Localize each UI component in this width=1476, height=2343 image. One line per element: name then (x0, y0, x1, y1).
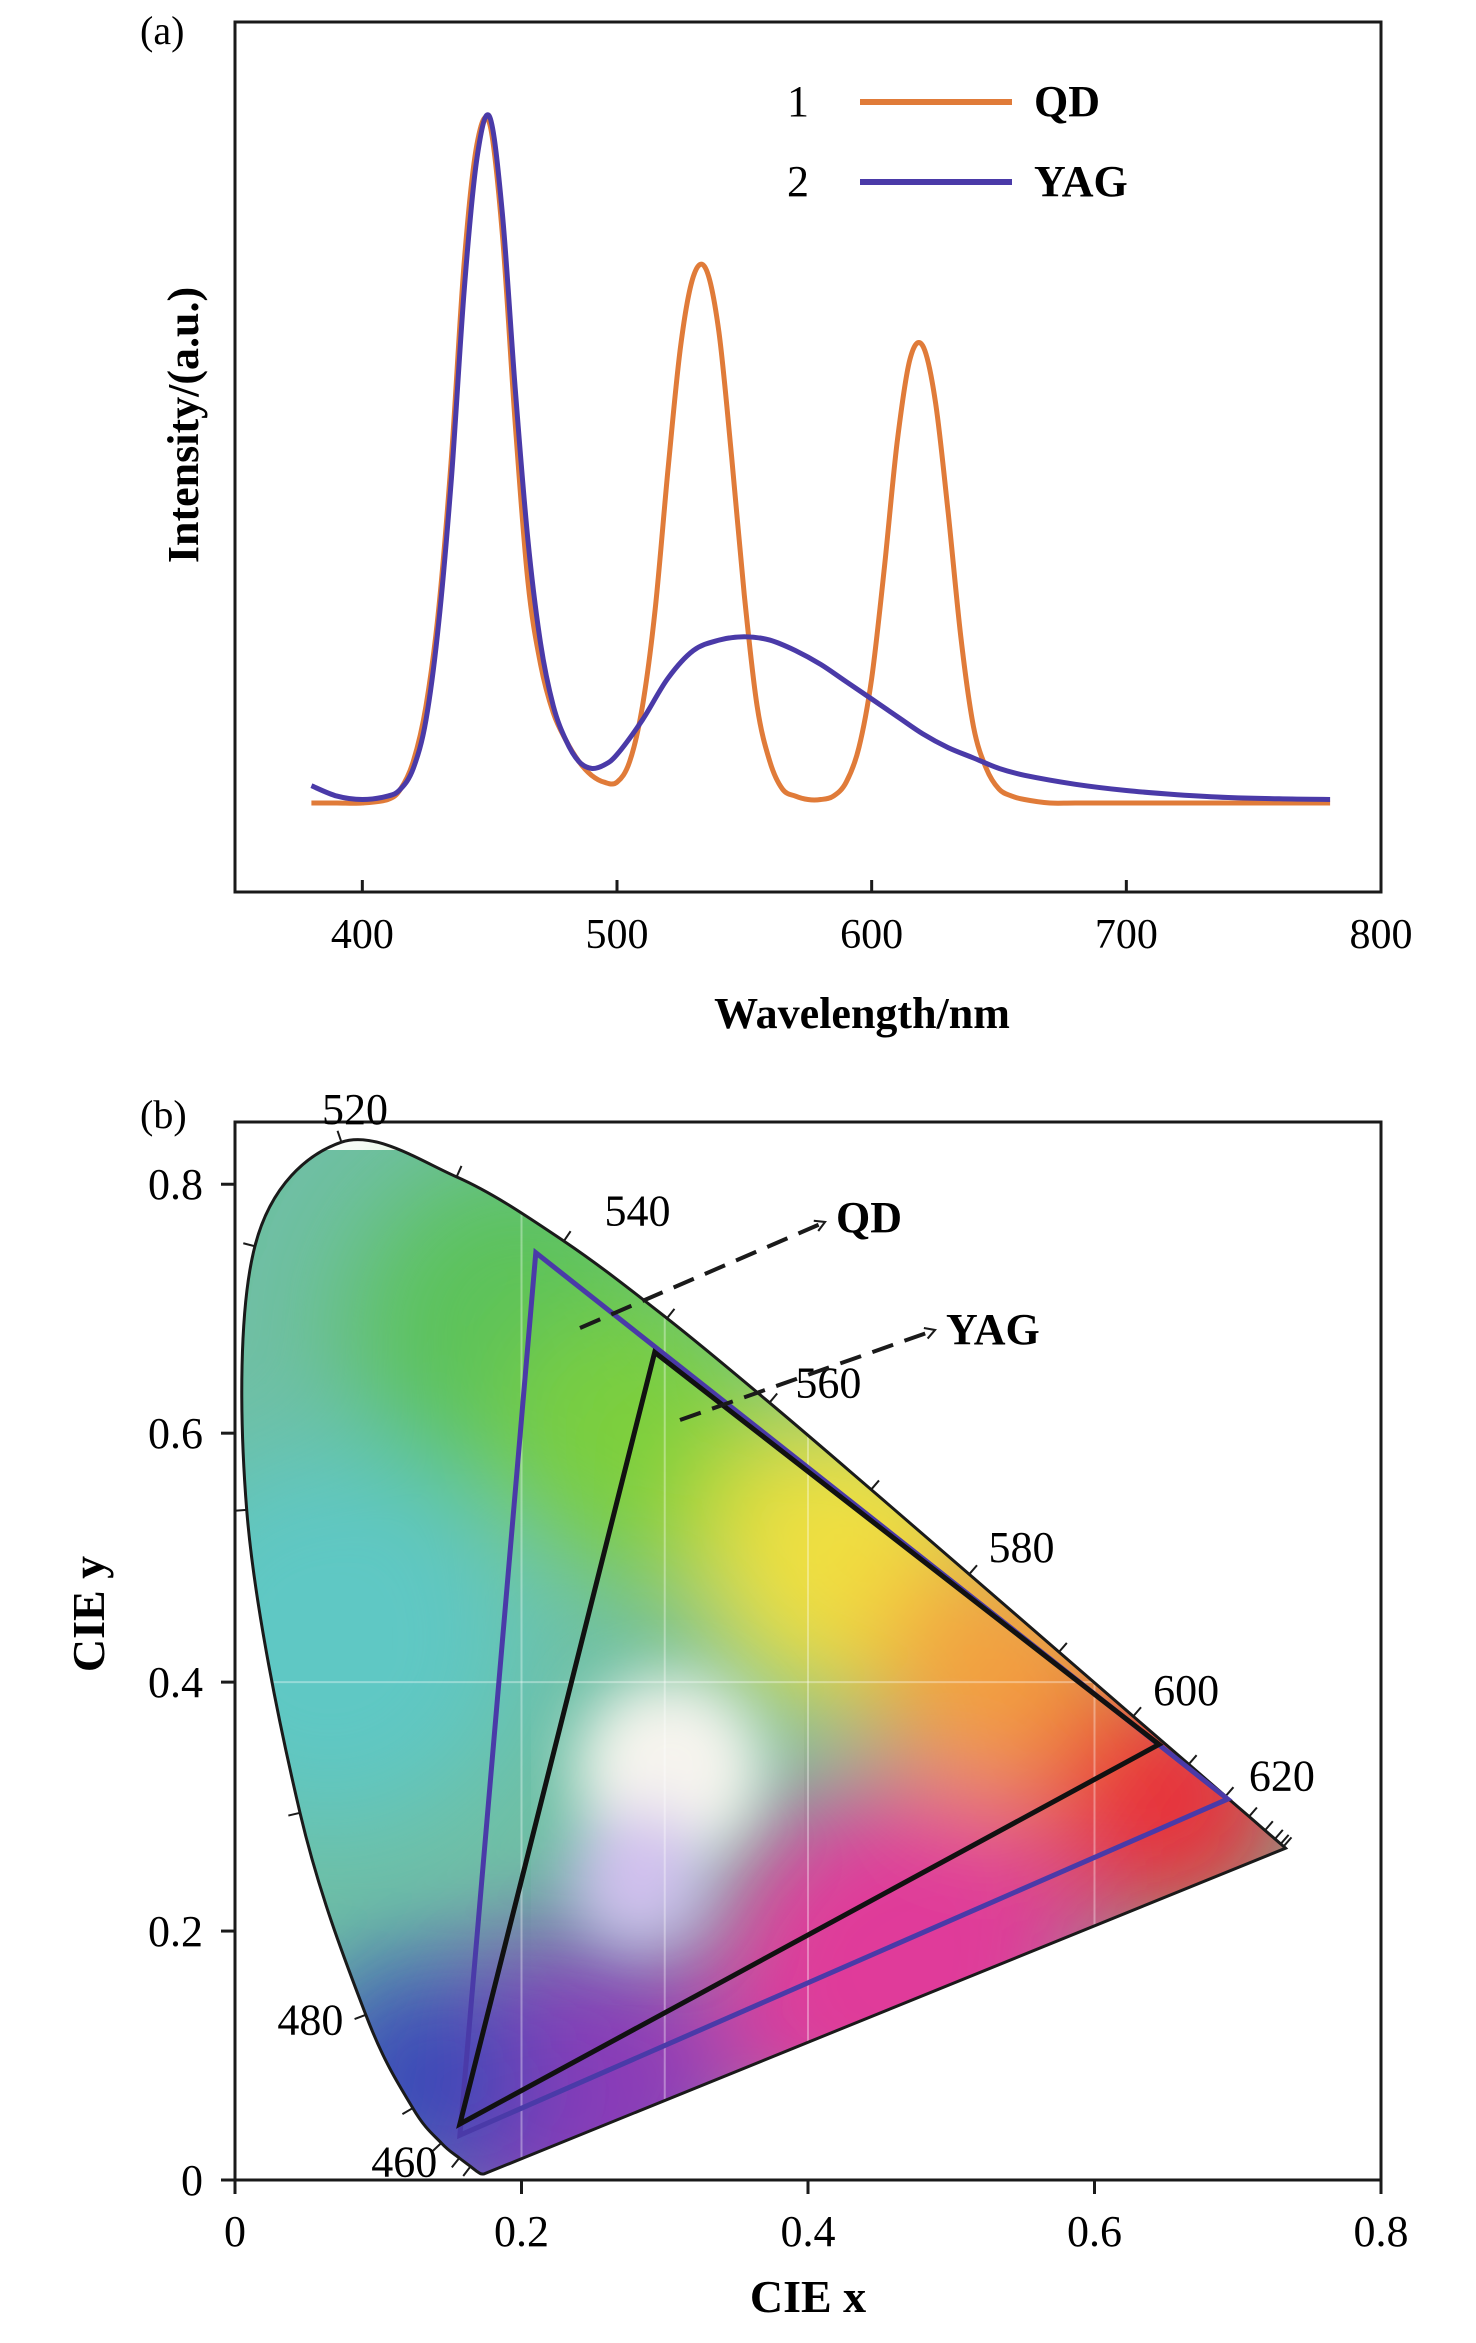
legend-name-yag: YAG (1034, 157, 1128, 206)
legend-number-yag: 2 (787, 157, 809, 206)
x-tick-label-800: 800 (1350, 912, 1413, 958)
cie-locus-ticks (234, 1130, 1293, 2177)
legend-name-qd: QD (1034, 77, 1100, 126)
cie-y-tick-label: 0.6 (148, 1409, 203, 1458)
cie-x-tick-label: 0.4 (781, 2207, 836, 2256)
cie-y-tick-label: 0.4 (148, 1658, 203, 1707)
x-tick-label-600: 600 (840, 912, 903, 958)
series-line-qd (311, 115, 1331, 806)
locus-tick (968, 1564, 978, 1575)
wavelength-label-460: 460 (371, 2138, 437, 2187)
panel-a: (a) 400 500 600 700 800 Wavelength/nm Intens… (140, 8, 1413, 1038)
cie-x-tick-label: 0.8 (1354, 2207, 1409, 2256)
wavelength-label-540: 540 (604, 1186, 670, 1235)
locus-tick (1264, 1820, 1274, 1832)
locus-tick (1248, 1806, 1258, 1818)
series-line-yag (310, 112, 1331, 802)
panel-a-x-ticks: 400 500 600 700 800 (331, 880, 1413, 958)
locus-tick (401, 2107, 414, 2116)
locus-tick (666, 1308, 676, 1319)
locus-tick (336, 1130, 343, 1143)
cie-gamut-triangles (456, 1247, 1233, 2140)
cie-y-tick-label: 0.8 (148, 1160, 203, 1209)
locus-tick (870, 1479, 880, 1491)
panel-a-y-axis-label: Intensity/(a.u.) (159, 287, 208, 563)
cie-blob-lavender (570, 1810, 710, 1950)
locus-tick (354, 2013, 367, 2021)
locus-tick (234, 1508, 247, 1512)
wavelength-label-580: 580 (988, 1523, 1054, 1572)
locus-tick (1279, 1834, 1290, 1845)
legend-number-qd: 1 (787, 77, 809, 126)
wavelength-label-600: 600 (1153, 1666, 1219, 1715)
panel-a-legend: 1 QD 2 YAG (787, 77, 1128, 206)
locus-tick (1274, 1829, 1284, 1840)
locus-tick (451, 2157, 461, 2168)
locus-tick (563, 1230, 572, 1242)
wavelength-label-480: 480 (277, 1995, 343, 2044)
cie-x-tick-label: 0.6 (1067, 2207, 1122, 2256)
cie-blob-magenta (710, 1780, 1090, 2160)
locus-tick (455, 1165, 463, 1178)
qd-arrow (579, 1219, 827, 1330)
cie-arrows: QD YAG (579, 1193, 1040, 1422)
locus-tick (1188, 1754, 1198, 1765)
yag-arrow-label: YAG (946, 1305, 1040, 1354)
panel-b-x-ticks: 0 0.2 0.4 0.6 0.8 (224, 2180, 1409, 2256)
panel-a-series (310, 112, 1331, 806)
cie-x-tick-label: 0.2 (494, 2207, 549, 2256)
cie-x-tick-label: 0 (224, 2207, 246, 2256)
panel-b-x-axis-label: CIE x (750, 2271, 866, 2322)
locus-tick (1282, 1836, 1293, 1848)
yag-arrow (679, 1326, 937, 1422)
locus-tick (768, 1392, 778, 1404)
locus-tick (288, 1811, 301, 1817)
cie-y-tick-label: 0 (181, 2156, 203, 2205)
cie-fill-center (570, 1675, 765, 1950)
panel-a-plot-frame (233, 20, 1383, 894)
gamut-triangle-yag (456, 1347, 1164, 2129)
panel-b: (b) 0 0.2 0.4 0.6 0.8 0 0.2 0 (63, 1085, 1409, 2322)
wavelength-label-620: 620 (1249, 1752, 1315, 1801)
qd-arrow-label: QD (836, 1193, 902, 1242)
locus-tick (462, 2165, 472, 2177)
x-tick-label-500: 500 (586, 912, 649, 958)
panel-a-x-axis-label: Wavelength/nm (714, 989, 1010, 1038)
locus-tick (431, 2142, 442, 2152)
x-tick-label-700: 700 (1095, 912, 1158, 958)
cie-blob-cyan (241, 1450, 520, 1830)
locus-tick (243, 1242, 256, 1248)
cie-y-tick-label: 0.2 (148, 1907, 203, 1956)
wavelength-label-520: 520 (322, 1085, 388, 1134)
panel-b-label: (b) (140, 1092, 187, 1137)
locus-tick (1058, 1642, 1068, 1653)
x-tick-label-400: 400 (331, 912, 394, 958)
locus-tick (1132, 1706, 1142, 1718)
panel-b-y-ticks: 0 0.2 0.4 0.6 0.8 (148, 1160, 235, 2205)
panel-b-y-axis-label: CIE y (63, 1556, 114, 1672)
panel-a-label: (a) (140, 8, 184, 53)
locus-tick (1224, 1786, 1235, 1797)
